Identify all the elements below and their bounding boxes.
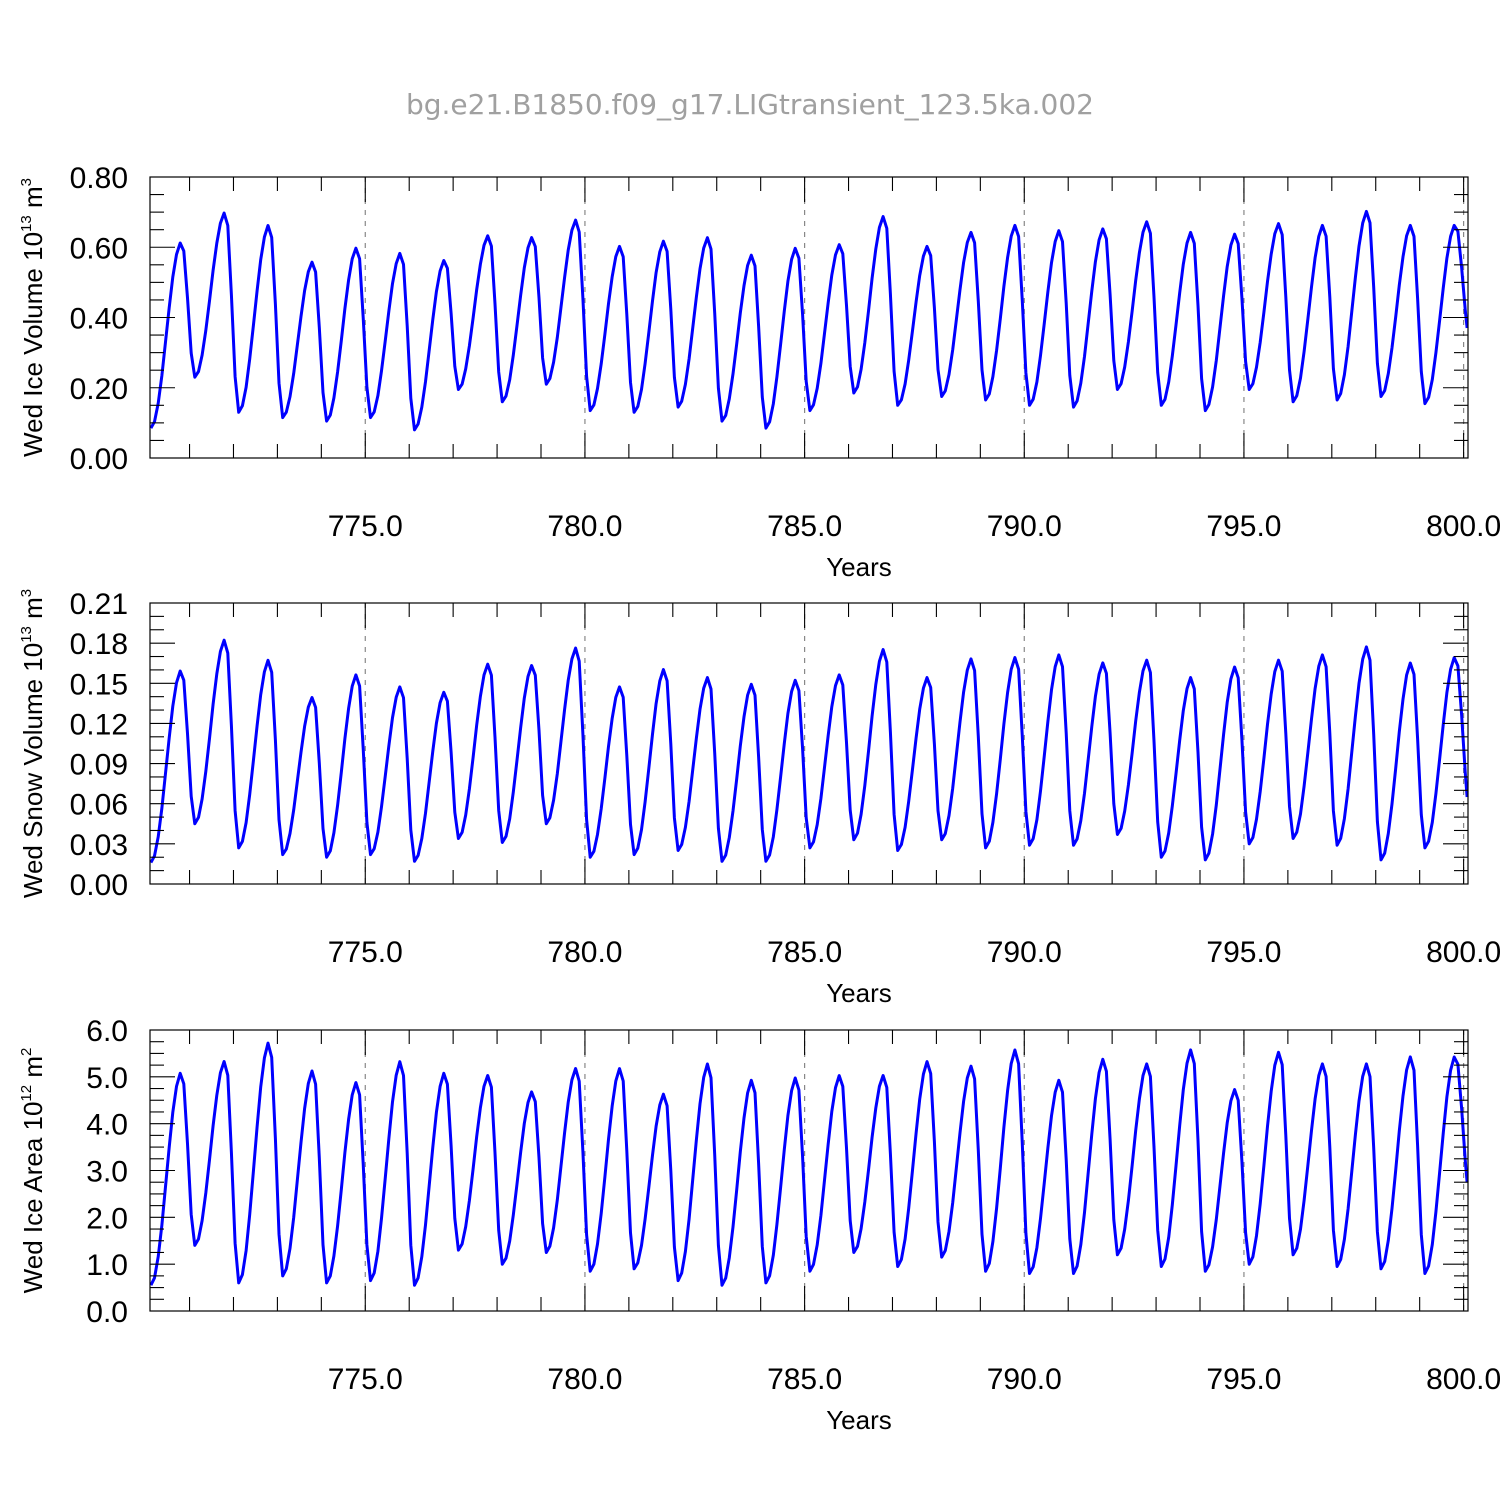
y-tick-label: 0.12	[70, 708, 128, 741]
y-tick-label: 0.0	[86, 1296, 128, 1329]
x-tick-label: 800.0	[1426, 936, 1500, 969]
x-axis-label: Years	[826, 552, 892, 582]
series-line	[149, 209, 1469, 432]
x-tick-label: 790.0	[987, 936, 1062, 969]
x-tick-label: 785.0	[767, 936, 842, 969]
y-tick-label: 0.18	[70, 628, 128, 661]
chart-title: bg.e21.B1850.f09_g17.LIGtransient_123.5k…	[406, 88, 1094, 121]
x-tick-label: 780.0	[547, 510, 622, 543]
y-tick-label: 0.00	[70, 869, 128, 902]
plot-frame	[149, 602, 1469, 885]
series-line	[149, 638, 1469, 864]
x-tick-label: 775.0	[328, 936, 403, 969]
panel-1: 0.00 0.20 0.40 0.60 0.80 775.0 780.0 785.0 790.0…	[18, 162, 1500, 582]
y-tick-label: 0.03	[70, 829, 128, 862]
y-tick-label: 4.0	[86, 1109, 128, 1142]
y-tick-label: 0.40	[70, 303, 128, 336]
y-tick-label: 0.15	[70, 668, 128, 701]
x-tick-label: 790.0	[987, 510, 1062, 543]
y-tick-label: 2.0	[86, 1202, 128, 1235]
x-tick-label: 795.0	[1206, 936, 1281, 969]
x-tick-label: 775.0	[328, 510, 403, 543]
y-tick-label: 1.0	[86, 1249, 128, 1282]
y-tick-label: 6.0	[86, 1015, 128, 1048]
y-axis-label: Wed Ice Volume 1013 m3	[18, 178, 48, 457]
x-axis-label: Years	[826, 1405, 892, 1435]
y-tick-label: 0.09	[70, 749, 128, 782]
y-tick-label: 5.0	[86, 1062, 128, 1095]
y-tick-label: 0.20	[70, 373, 128, 406]
x-tick-label: 775.0	[328, 1363, 403, 1396]
x-tick-label: 785.0	[767, 510, 842, 543]
x-axis-label: Years	[826, 978, 892, 1008]
x-tick-label: 780.0	[547, 936, 622, 969]
x-tick-label: 790.0	[987, 1363, 1062, 1396]
y-tick-label: 0.21	[70, 588, 128, 621]
panel-2: 0.00 0.03 0.06 0.09 0.12 0.15 0.18 0.21 775.0 780…	[18, 588, 1500, 1008]
x-tick-label: 785.0	[767, 1363, 842, 1396]
plot-frame	[149, 176, 1469, 459]
y-tick-label: 0.00	[70, 443, 128, 476]
y-tick-label: 0.80	[70, 162, 128, 195]
x-tick-label: 795.0	[1206, 1363, 1281, 1396]
y-axis-label: Wed Snow Volume 1013 m3	[18, 589, 48, 898]
x-tick-label: 795.0	[1206, 510, 1281, 543]
x-tick-label: 780.0	[547, 1363, 622, 1396]
x-tick-label: 800.0	[1426, 510, 1500, 543]
series-line	[149, 1041, 1469, 1287]
y-tick-label: 3.0	[86, 1156, 128, 1189]
y-axis-label: Wed Ice Area 1012 m2	[18, 1048, 48, 1294]
y-tick-label: 0.06	[70, 789, 128, 822]
panel-3: 0.0 1.0 2.0 3.0 4.0 5.0 6.0 775.0 780.0 785.0 790.…	[18, 1015, 1500, 1435]
y-tick-label: 0.60	[70, 232, 128, 265]
x-tick-label: 800.0	[1426, 1363, 1500, 1396]
